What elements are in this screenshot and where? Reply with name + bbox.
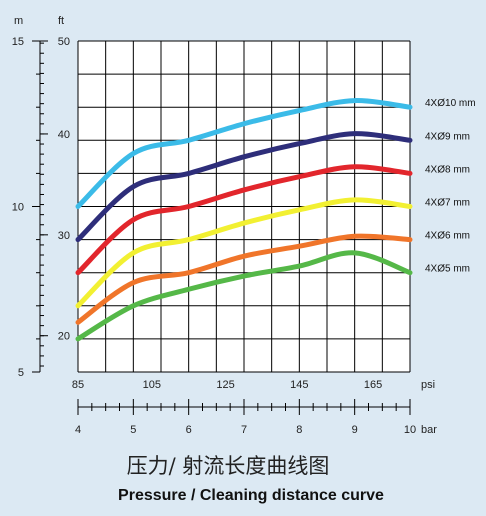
series-label: 4XØ5 mm — [425, 264, 470, 275]
series-label: 4XØ8 mm — [425, 164, 470, 175]
bar-tick-label: 9 — [352, 424, 358, 436]
bar-tick-label: 10 — [404, 424, 416, 436]
series-label: 4XØ7 mm — [425, 198, 470, 209]
ft-tick-label: 20 — [58, 331, 70, 343]
psi-tick-label: 125 — [216, 379, 234, 391]
series-line-2 — [75, 131, 413, 243]
psi-tick-label: 105 — [143, 379, 161, 391]
m-tick-label: 10 — [12, 202, 24, 214]
series-label: 4XØ6 mm — [425, 231, 470, 242]
series-line-1 — [75, 98, 413, 209]
m-tick-label: 5 — [18, 367, 24, 379]
series-label: 4XØ10 mm — [425, 98, 476, 109]
psi-tick-label: 165 — [364, 379, 382, 391]
series-line-4 — [75, 197, 413, 309]
psi-tick-label: 145 — [290, 379, 308, 391]
ft-tick-label: 50 — [58, 36, 70, 48]
chart-title-english: Pressure / Cleaning distance curve — [118, 487, 384, 504]
series-line-6 — [75, 250, 413, 342]
ft-tick-label: 30 — [58, 230, 70, 242]
bar-axis-unit: bar — [421, 424, 437, 436]
ft-tick-label: 40 — [58, 129, 70, 141]
chart-title-chinese: 压力/ 射流长度曲线图 — [126, 454, 330, 478]
m-tick-label: 15 — [12, 36, 24, 48]
bar-tick-label: 7 — [241, 424, 247, 436]
psi-axis-unit: psi — [421, 379, 435, 391]
bar-tick-label: 5 — [130, 424, 136, 436]
psi-tick-label: 85 — [72, 379, 84, 391]
ft-axis-unit: ft — [58, 15, 64, 27]
series-line-3 — [75, 164, 413, 276]
bar-tick-label: 4 — [75, 424, 81, 436]
bar-tick-label: 6 — [186, 424, 192, 436]
m-axis-unit: m — [14, 15, 23, 27]
series-label: 4XØ9 mm — [425, 131, 470, 142]
bar-tick-label: 8 — [296, 424, 302, 436]
series-line-5 — [75, 233, 413, 325]
